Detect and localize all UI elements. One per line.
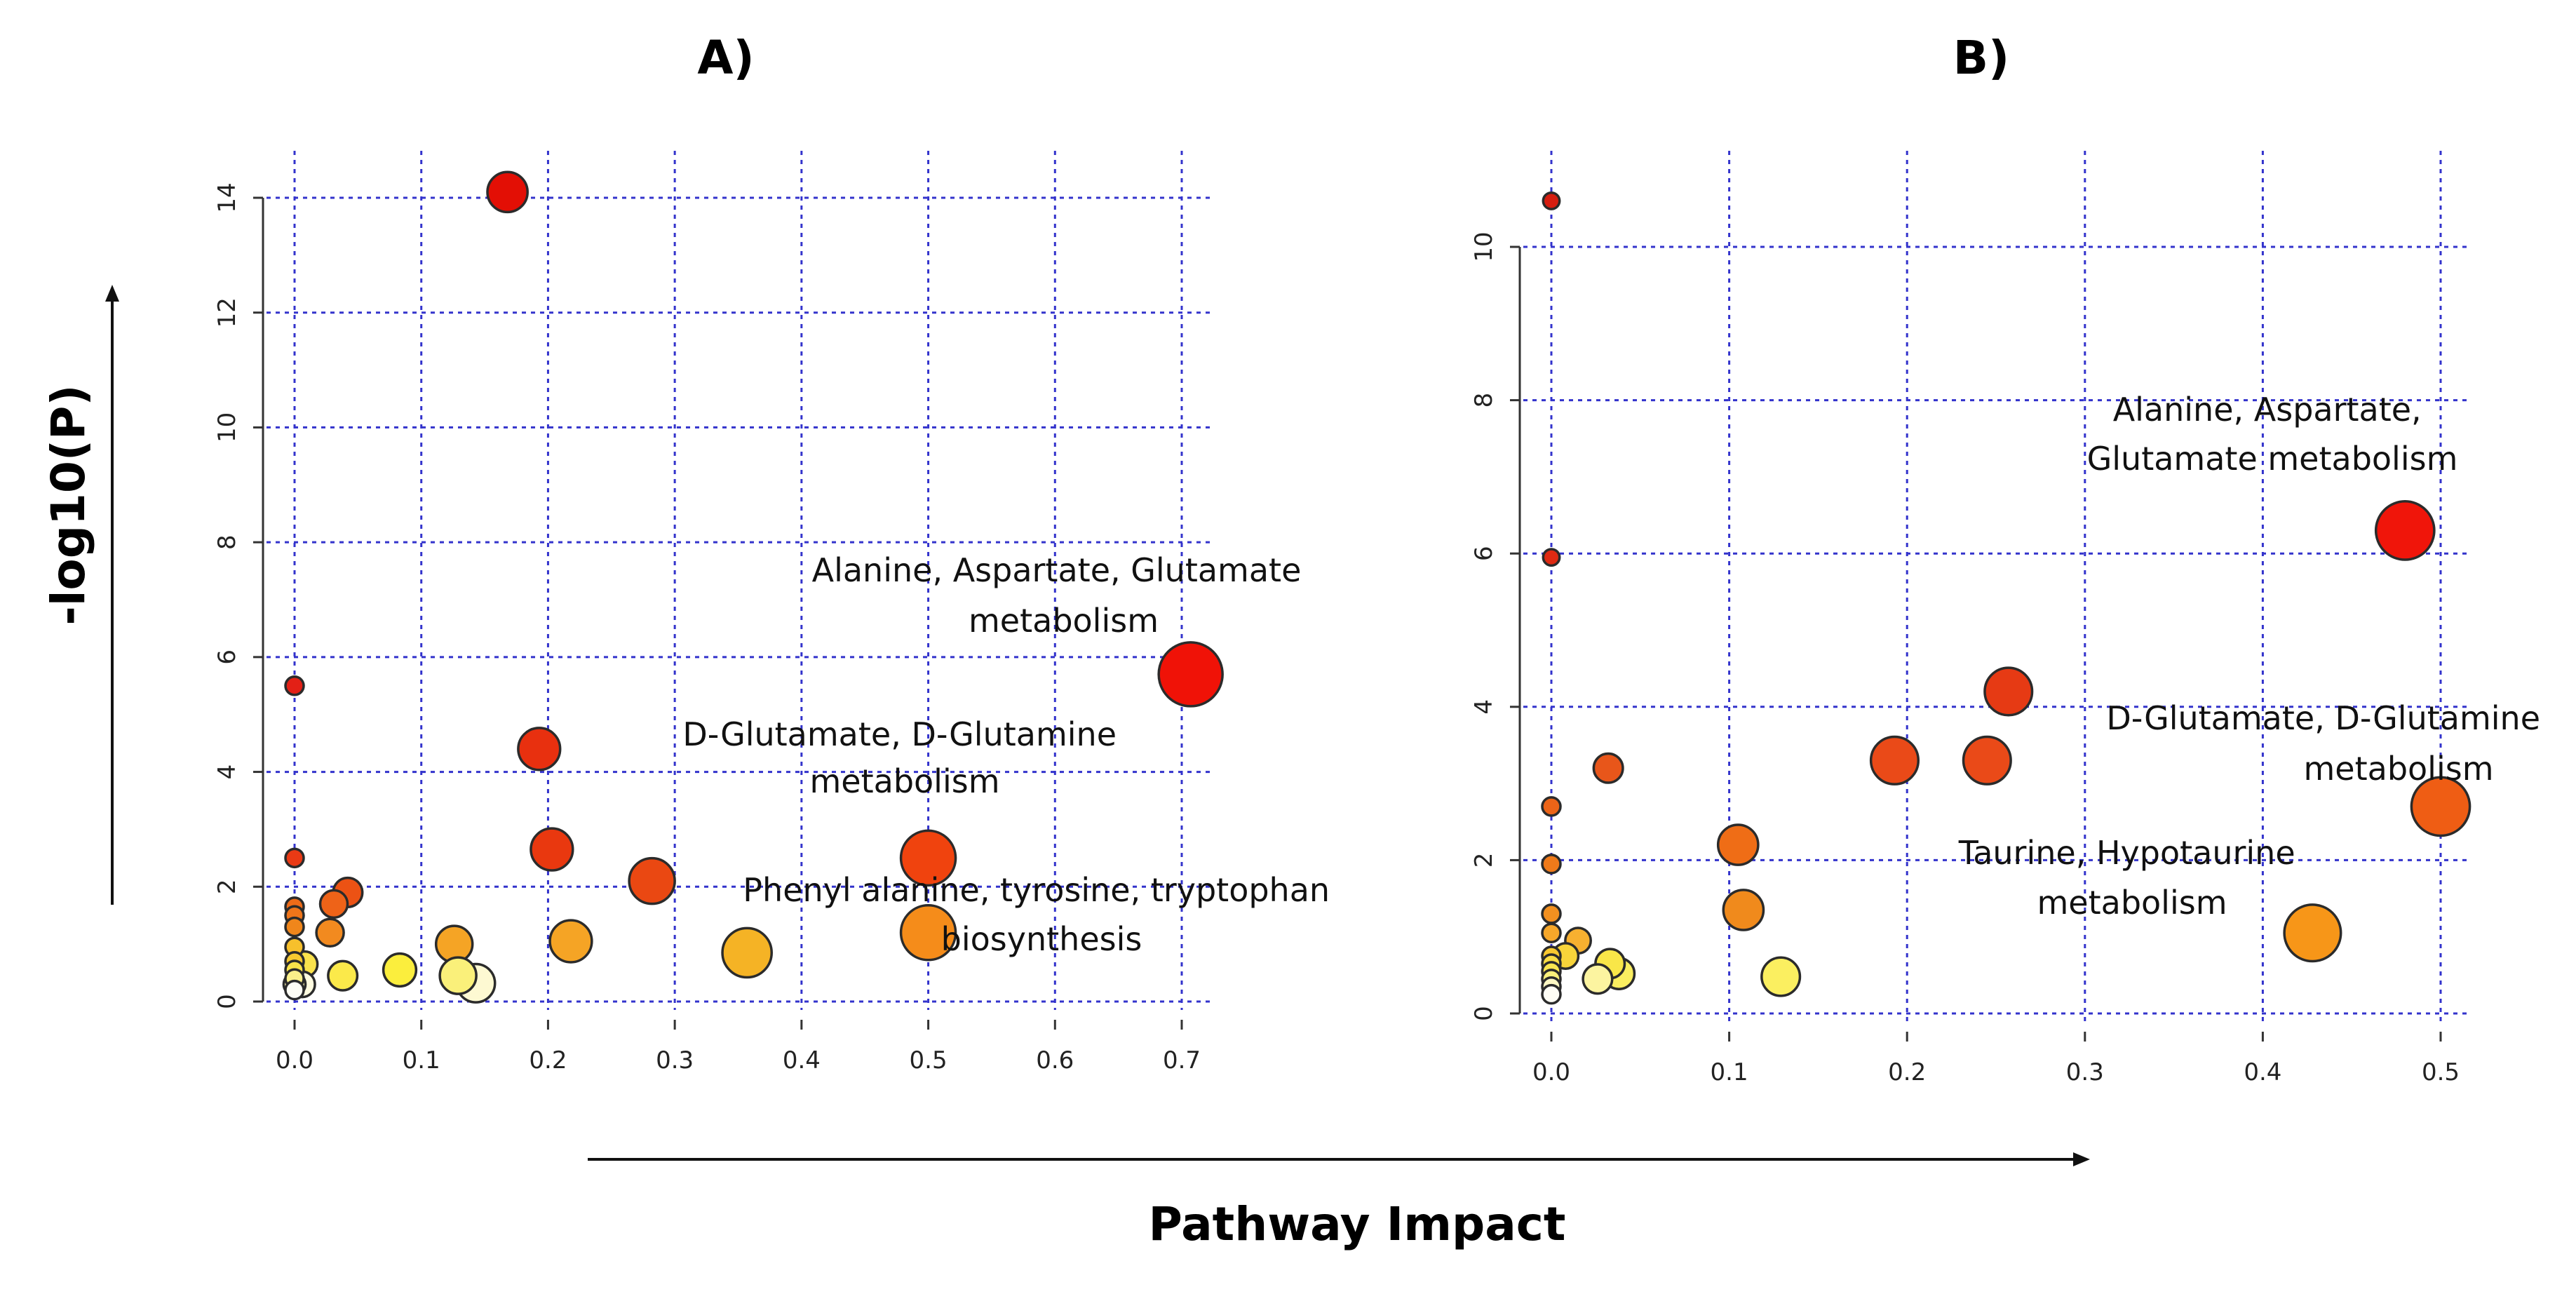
annotation-dglutamate-a: D-Glutamate, D-Glutamine metabolism	[682, 715, 1126, 800]
annotation-line: D-Glutamate, D-Glutamine	[682, 715, 1117, 753]
data-point	[1541, 903, 1562, 924]
data-point	[721, 926, 774, 979]
data-point	[899, 904, 957, 962]
data-point	[327, 959, 359, 992]
y-tick-label: 10	[213, 412, 241, 443]
data-point	[517, 727, 562, 771]
data-point	[382, 952, 418, 988]
data-point	[284, 916, 305, 938]
annotation-dglutamate-b: D-Glutamate, D-Glutamine metabolism	[2106, 699, 2550, 788]
y-tick-label: 8	[1470, 393, 1498, 408]
data-point	[1157, 641, 1224, 708]
annotation-line: Glutamate metabolism	[2087, 440, 2458, 478]
x-tick-label: 0.0	[276, 1046, 313, 1074]
data-point	[548, 919, 593, 964]
y-axis-title: -log10(P)	[41, 384, 95, 625]
panel-a-label: A)	[697, 31, 754, 85]
x-tick-label: 0.4	[2244, 1058, 2281, 1086]
data-point	[438, 956, 478, 995]
data-point	[1869, 735, 1920, 786]
x-tick-label: 0.1	[1711, 1058, 1748, 1086]
y-axis-arrowhead	[105, 285, 119, 302]
y-tick-label: 10	[1470, 231, 1498, 262]
data-point	[628, 856, 676, 905]
data-point	[1582, 963, 1614, 995]
x-tick-label: 0.6	[1036, 1046, 1074, 1074]
data-point	[1760, 956, 1802, 997]
data-point	[284, 675, 305, 696]
annotation-line: metabolism	[2303, 750, 2493, 788]
y-tick-label: 8	[213, 534, 241, 550]
panel-a-annotations: Alanine, Aspartate, Glutamate metabolism…	[682, 551, 1340, 958]
data-point	[1542, 191, 1561, 210]
data-point	[1541, 854, 1562, 875]
data-point	[486, 170, 529, 214]
y-tick-label: 2	[1470, 853, 1498, 868]
data-point	[1722, 889, 1765, 931]
x-tick-label: 0.2	[1888, 1058, 1926, 1086]
annotation-line: Alanine, Aspartate, Glutamate	[812, 551, 1302, 589]
panel-b: B) 0 2 4 6 8 10 0.0 0.1 0.2 0.3 0.4 0.5 Alanine, As…	[1470, 31, 2550, 1086]
y-tick-label: 6	[213, 649, 241, 665]
data-point	[2283, 903, 2342, 963]
annotation-alanine-b: Alanine, Aspartate, Glutamate metabolism	[2087, 391, 2458, 478]
data-point	[1983, 666, 2034, 717]
data-point	[2374, 500, 2436, 561]
annotation-line: Phenyl alanine, tyrosine, tryptophan	[743, 871, 1330, 909]
y-tick-label: 4	[1470, 699, 1498, 715]
data-point	[284, 979, 305, 1001]
data-point	[1592, 752, 1624, 784]
annotation-taurine-b: Taurine, Hypotaurine metabolism	[1958, 834, 2306, 922]
x-tick-label: 0.3	[656, 1046, 694, 1074]
data-point	[1542, 548, 1561, 567]
x-tick-label: 0.0	[1532, 1058, 1570, 1086]
data-point	[284, 847, 305, 869]
annotation-phenylalanine-a: Phenyl alanine, tyrosine, tryptophan bio…	[743, 871, 1340, 958]
x-axis-title: Pathway Impact	[1149, 1197, 1566, 1251]
panel-a-grid	[267, 151, 1210, 1010]
annotation-line: D-Glutamate, D-Glutamine	[2106, 699, 2540, 737]
panel-b-grid	[1523, 151, 2469, 1022]
x-axis-arrowhead	[2073, 1152, 2090, 1166]
data-point	[2410, 776, 2472, 837]
data-point	[1716, 823, 1760, 866]
y-tick-label: 14	[213, 182, 241, 213]
panel-a-points	[282, 170, 1224, 1004]
annotation-line: Alanine, Aspartate,	[2113, 391, 2422, 429]
annotation-line: metabolism	[809, 762, 999, 800]
annotation-line: metabolism	[2037, 884, 2227, 922]
annotation-line: biosynthesis	[941, 920, 1142, 958]
y-tick-label: 0	[1470, 1006, 1498, 1021]
panel-a: A) 0 2 4 6 8 10 12 14 0.0 0.1 0.2 0.3 0.4 0.5 0.6 0.7 A…	[213, 31, 1340, 1074]
y-tick-label: 2	[213, 879, 241, 894]
x-tick-label: 0.7	[1163, 1046, 1201, 1074]
data-point	[1962, 735, 2012, 786]
x-tick-label: 0.3	[2066, 1058, 2104, 1086]
data-point	[530, 827, 574, 872]
annotation-line: metabolism	[969, 602, 1159, 640]
panel-b-annotations: Alanine, Aspartate, Glutamate metabolism…	[1958, 391, 2550, 922]
y-tick-label: 4	[213, 764, 241, 780]
data-point	[1541, 796, 1562, 817]
data-point	[899, 829, 957, 887]
data-point	[315, 917, 345, 948]
panel-b-label: B)	[1953, 31, 2009, 85]
data-point	[318, 889, 349, 919]
panel-b-points	[1541, 191, 2472, 1005]
y-tick-label: 12	[213, 297, 241, 328]
panel-a-axes: 0 2 4 6 8 10 12 14 0.0 0.1 0.2 0.3 0.4 0.5 0.6 0.7	[213, 182, 1201, 1074]
panel-b-axes: 0 2 4 6 8 10 0.0 0.1 0.2 0.3 0.4 0.5	[1470, 231, 2460, 1086]
x-tick-label: 0.2	[529, 1046, 567, 1074]
x-tick-label: 0.1	[403, 1046, 440, 1074]
y-tick-label: 6	[1470, 546, 1498, 561]
y-tick-label: 0	[213, 994, 241, 1009]
annotation-alanine-a: Alanine, Aspartate, Glutamate metabolism	[812, 551, 1311, 640]
x-tick-label: 0.5	[910, 1046, 948, 1074]
x-tick-label: 0.5	[2422, 1058, 2460, 1086]
data-point	[1541, 983, 1562, 1005]
annotation-line: Taurine, Hypotaurine	[1958, 834, 2295, 872]
x-tick-label: 0.4	[783, 1046, 821, 1074]
data-point	[1541, 922, 1562, 943]
